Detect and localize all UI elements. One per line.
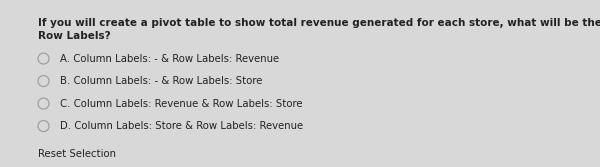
Text: Row Labels?: Row Labels? xyxy=(38,31,110,41)
Text: D. Column Labels: Store & Row Labels: Revenue: D. Column Labels: Store & Row Labels: Re… xyxy=(60,121,303,131)
Text: B. Column Labels: - & Row Labels: Store: B. Column Labels: - & Row Labels: Store xyxy=(60,76,262,86)
Text: A. Column Labels: - & Row Labels: Revenue: A. Column Labels: - & Row Labels: Revenu… xyxy=(60,54,279,64)
Text: If you will create a pivot table to show total revenue generated for each store,: If you will create a pivot table to show… xyxy=(38,18,600,28)
Text: C. Column Labels: Revenue & Row Labels: Store: C. Column Labels: Revenue & Row Labels: … xyxy=(60,99,302,109)
Text: Reset Selection: Reset Selection xyxy=(38,149,116,159)
